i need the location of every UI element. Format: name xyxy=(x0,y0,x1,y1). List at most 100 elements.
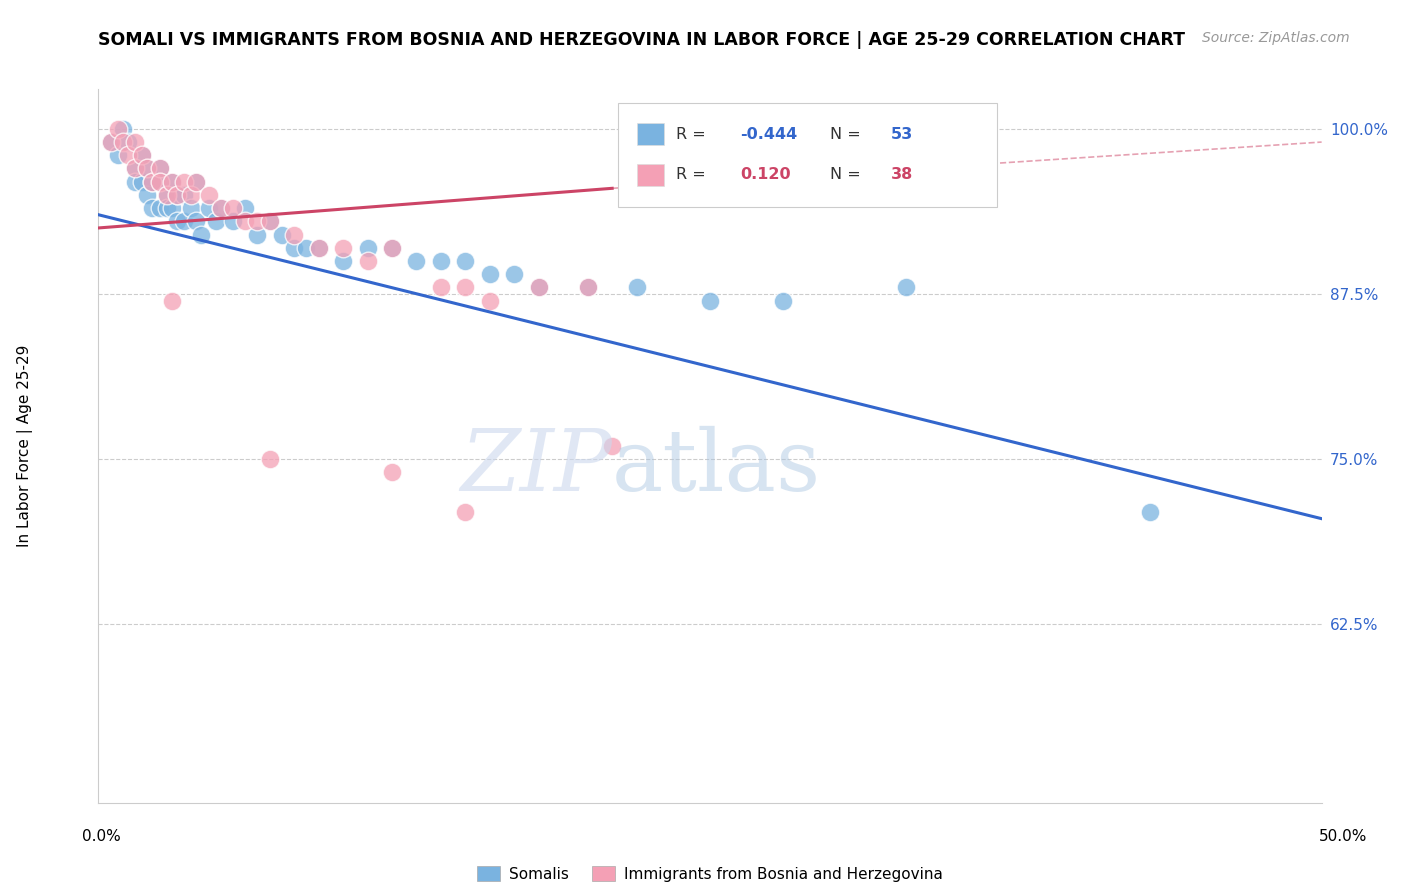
Point xyxy=(107,121,129,136)
Point xyxy=(156,188,179,202)
Text: R =: R = xyxy=(676,127,710,142)
Point xyxy=(626,280,648,294)
Point xyxy=(894,280,917,294)
Point xyxy=(308,241,330,255)
Point xyxy=(381,466,404,480)
Point xyxy=(186,175,208,189)
Point xyxy=(131,175,153,189)
Point xyxy=(246,227,269,242)
Point xyxy=(222,214,245,228)
Point xyxy=(478,293,501,308)
Text: N =: N = xyxy=(830,127,866,142)
Point xyxy=(160,175,183,189)
Point xyxy=(117,148,139,162)
Point xyxy=(149,175,172,189)
Point xyxy=(160,293,183,308)
Point xyxy=(430,254,453,268)
Bar xyxy=(637,123,664,145)
Text: 53: 53 xyxy=(891,127,914,142)
Text: SOMALI VS IMMIGRANTS FROM BOSNIA AND HERZEGOVINA IN LABOR FORCE | AGE 25-29 CORR: SOMALI VS IMMIGRANTS FROM BOSNIA AND HER… xyxy=(98,31,1185,49)
Point xyxy=(259,214,281,228)
Point xyxy=(149,201,172,215)
Point xyxy=(197,201,219,215)
Point xyxy=(527,280,550,294)
Point xyxy=(149,161,172,176)
Point xyxy=(209,201,232,215)
Point xyxy=(381,241,404,255)
Text: ZIP: ZIP xyxy=(460,426,612,508)
Point xyxy=(100,135,122,149)
Point xyxy=(186,214,208,228)
Point xyxy=(259,214,281,228)
Point xyxy=(111,135,134,149)
Point xyxy=(205,214,228,228)
Text: In Labor Force | Age 25-29: In Labor Force | Age 25-29 xyxy=(17,345,34,547)
Point xyxy=(124,175,146,189)
Point xyxy=(233,214,256,228)
Point xyxy=(111,121,134,136)
Point xyxy=(124,135,146,149)
Point xyxy=(180,201,202,215)
Text: Source: ZipAtlas.com: Source: ZipAtlas.com xyxy=(1202,31,1350,45)
Text: -0.444: -0.444 xyxy=(741,127,797,142)
Point xyxy=(117,135,139,149)
Point xyxy=(222,201,245,215)
Point xyxy=(197,188,219,202)
Point xyxy=(1139,505,1161,519)
Text: atlas: atlas xyxy=(612,425,821,509)
Point xyxy=(332,241,354,255)
Point xyxy=(124,161,146,176)
Text: 0.120: 0.120 xyxy=(741,168,792,182)
Point xyxy=(527,280,550,294)
Point xyxy=(107,148,129,162)
Text: 38: 38 xyxy=(891,168,914,182)
Point xyxy=(308,241,330,255)
Text: 0.0%: 0.0% xyxy=(82,830,121,844)
Point xyxy=(405,254,427,268)
Point xyxy=(270,227,294,242)
Point xyxy=(124,161,146,176)
Point xyxy=(149,175,172,189)
Point xyxy=(166,214,188,228)
Point xyxy=(454,280,477,294)
Point xyxy=(166,188,188,202)
Point xyxy=(283,241,305,255)
Text: N =: N = xyxy=(830,168,866,182)
Point xyxy=(356,241,378,255)
Point xyxy=(180,188,202,202)
FancyBboxPatch shape xyxy=(619,103,997,207)
Point xyxy=(160,175,183,189)
Point xyxy=(136,188,159,202)
Point xyxy=(100,135,122,149)
Point xyxy=(131,148,153,162)
Point xyxy=(381,241,404,255)
Point xyxy=(576,280,599,294)
Point xyxy=(259,452,281,467)
Point xyxy=(173,175,195,189)
Point xyxy=(131,148,153,162)
Text: R =: R = xyxy=(676,168,710,182)
Point xyxy=(156,201,179,215)
Point xyxy=(332,254,354,268)
Point xyxy=(141,175,163,189)
Point xyxy=(699,293,721,308)
Point xyxy=(173,188,195,202)
Point xyxy=(141,175,163,189)
Point xyxy=(576,280,599,294)
Point xyxy=(186,175,208,189)
Point xyxy=(209,201,232,215)
Point xyxy=(454,254,477,268)
Point xyxy=(149,161,172,176)
Point xyxy=(156,188,179,202)
Point xyxy=(160,201,183,215)
Bar xyxy=(637,164,664,186)
Point xyxy=(600,439,623,453)
Point xyxy=(173,214,195,228)
Point xyxy=(478,267,501,281)
Point xyxy=(430,280,453,294)
Point xyxy=(141,201,163,215)
Legend: Somalis, Immigrants from Bosnia and Herzegovina: Somalis, Immigrants from Bosnia and Herz… xyxy=(471,860,949,888)
Point xyxy=(136,161,159,176)
Point xyxy=(772,293,794,308)
Point xyxy=(454,505,477,519)
